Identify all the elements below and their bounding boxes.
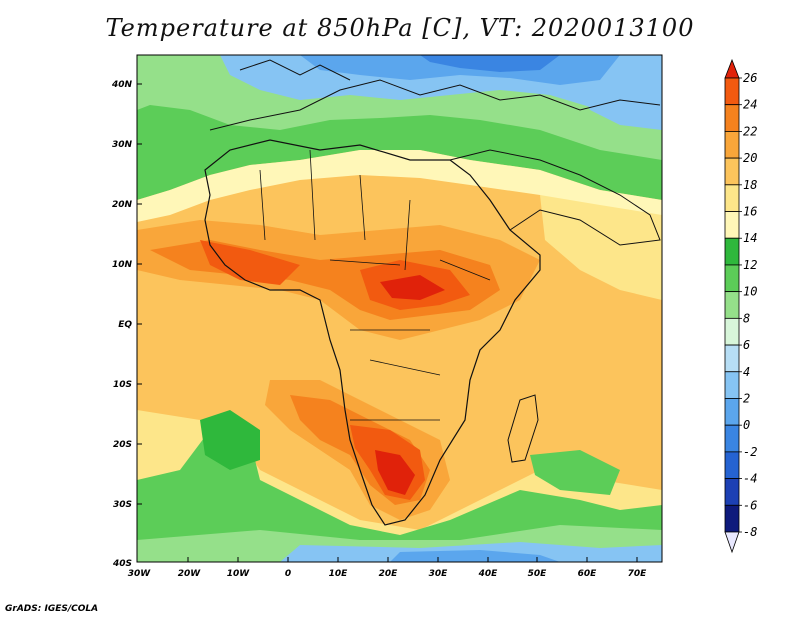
colorbar-label: 14	[743, 231, 757, 245]
lat-label: 10S	[113, 380, 132, 390]
lon-label: 50E	[528, 569, 548, 579]
colorbar-label: 10	[743, 285, 757, 299]
lat-label: EQ	[118, 320, 132, 330]
lon-label: 40E	[478, 569, 499, 579]
latitude-axis: 40N 30N 20N 10N EQ 10S 20S 30S 40S	[111, 80, 142, 569]
colorbar-label: 24	[743, 98, 757, 112]
colorbar-bottom-arrow	[724, 531, 740, 554]
colorbar-swatch	[724, 398, 740, 426]
lat-label: 30S	[113, 500, 132, 510]
colorbar-swatch	[724, 131, 740, 159]
colorbar-label: 0	[743, 418, 750, 432]
lat-label: 40S	[112, 559, 132, 569]
lon-label: 10E	[329, 569, 349, 579]
colorbar-swatch	[724, 424, 740, 453]
footer-credit: GrADS: IGES/COLA	[5, 604, 99, 614]
colorbar-swatch	[724, 317, 740, 346]
colorbar-top-arrow	[724, 58, 740, 79]
colorbar-swatch	[724, 237, 740, 266]
colorbar-label: 8	[743, 311, 750, 325]
lon-label: 10W	[227, 569, 251, 579]
colorbar-swatch	[724, 184, 740, 212]
colorbar-swatch	[724, 264, 740, 293]
temperature-field	[137, 55, 662, 562]
colorbar-swatch	[724, 344, 740, 373]
colorbar-label: 2	[743, 391, 750, 405]
lon-label: 30E	[429, 569, 449, 579]
colorbar-label: 26	[743, 71, 757, 85]
lat-label: 40N	[111, 80, 133, 90]
lon-label: 20W	[178, 569, 202, 579]
lon-label: 0	[285, 569, 291, 579]
colorbar-label: 4	[743, 365, 750, 379]
lon-label: 30W	[128, 569, 152, 579]
lat-label: 30N	[112, 140, 133, 150]
colorbar-label: -4	[743, 472, 757, 486]
colorbar-label: -6	[743, 498, 757, 512]
colorbar-swatch	[724, 104, 740, 132]
map-title: Temperature at 850hPa [C], VT: 202001310…	[105, 14, 695, 42]
lat-label: 10N	[112, 260, 133, 270]
colorbar-swatch	[724, 451, 740, 479]
lat-label: 20N	[112, 200, 133, 210]
lon-label: 70E	[628, 569, 648, 579]
colorbar-label: -2	[743, 445, 757, 459]
lon-label: 60E	[578, 569, 598, 579]
colorbar-label: 12	[743, 258, 757, 272]
colorbar-label: 16	[743, 205, 757, 219]
colorbar-swatch	[724, 77, 740, 106]
lat-label: 20S	[113, 440, 132, 450]
colorbar-label: 6	[743, 338, 750, 352]
colorbar-swatch	[724, 291, 740, 319]
colorbar-label: -8	[743, 525, 757, 539]
colorbar-swatch	[724, 157, 740, 186]
colorbar-swatch	[724, 504, 740, 533]
map-frame	[136, 54, 663, 563]
colorbar-swatch	[724, 478, 740, 506]
colorbar-swatch	[724, 371, 740, 399]
lon-label: 20E	[379, 569, 399, 579]
colorbar-label: 20	[743, 151, 757, 165]
colorbar-swatch	[724, 211, 740, 239]
colorbar-label: 22	[743, 124, 757, 138]
colorbar-label: 18	[743, 178, 757, 192]
longitude-axis: 30W 20W 10W 0 10E 20E 30E 40E 50E 60E 70…	[128, 557, 647, 579]
